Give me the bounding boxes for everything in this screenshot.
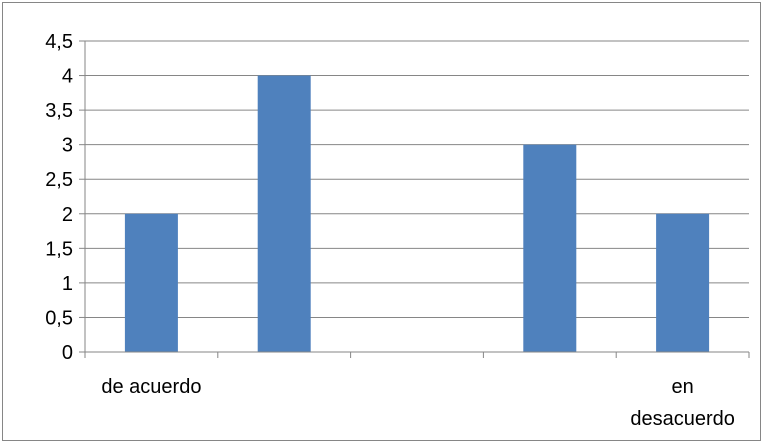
gridlines bbox=[85, 40, 749, 318]
y-tick-label: 0,5 bbox=[45, 307, 73, 329]
x-category-label: de acuerdo bbox=[101, 376, 201, 398]
y-tick-label: 1 bbox=[62, 273, 73, 295]
labels: 0 0,5 1 1,5 2 2,5 3 3,5 4 4,5 de acuerdo en desacuer… bbox=[45, 31, 735, 430]
y-tick-label: 2 bbox=[62, 204, 73, 226]
axes bbox=[79, 40, 750, 358]
y-tick-label: 2,5 bbox=[45, 169, 73, 191]
bar bbox=[124, 213, 178, 352]
y-tick-label: 1,5 bbox=[45, 238, 73, 260]
y-tick-label: 3,5 bbox=[45, 100, 73, 122]
y-tick-label: 4,5 bbox=[45, 31, 73, 53]
bar bbox=[257, 75, 311, 353]
x-category-label: en desacuerdo bbox=[630, 376, 735, 430]
bar bbox=[523, 144, 577, 352]
bar bbox=[656, 213, 710, 352]
y-tick-label: 0 bbox=[62, 342, 73, 364]
y-tick-label: 4 bbox=[62, 66, 73, 88]
y-tick-label: 3 bbox=[62, 135, 73, 157]
bars bbox=[124, 75, 710, 353]
